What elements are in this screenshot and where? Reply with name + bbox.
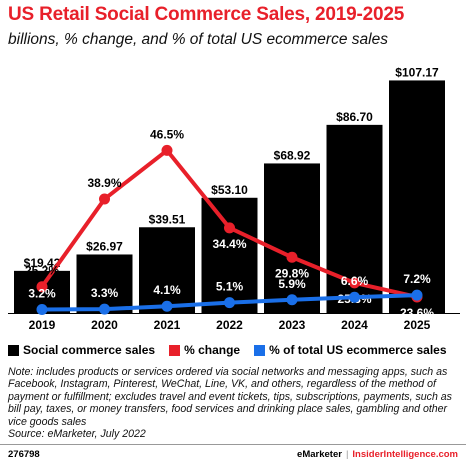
legend-label-sales: Social commerce sales — [23, 343, 156, 357]
legend-label-pct-total: % of total US ecommerce sales — [269, 343, 447, 357]
bar-2025 — [389, 80, 445, 313]
x-tick-2019: 2019 — [29, 318, 56, 332]
pct-total-point-2022 — [224, 297, 235, 309]
pct-total-label-2023: 5.9% — [278, 277, 306, 291]
pct-change-label-2025: 23.6% — [400, 306, 434, 320]
x-tick-2023: 2023 — [279, 318, 306, 332]
bar-label-2019: $19.42 — [24, 256, 61, 270]
bar-2023 — [264, 163, 320, 313]
legend-swatch-pct-change — [169, 344, 181, 356]
pct-total-label-2025: 7.2% — [403, 272, 431, 286]
note-source: Source: eMarketer, July 2022 — [8, 428, 146, 441]
pct-total-point-2020 — [99, 303, 110, 315]
pct-change-point-2022 — [224, 222, 235, 234]
note-text: Note: includes products or services orde… — [8, 366, 452, 428]
bar-label-2023: $68.92 — [274, 148, 311, 162]
pct-change-label-2019: 25.2% — [25, 264, 59, 278]
brand-separator: | — [345, 449, 349, 460]
pct-change-label-2021: 46.5% — [150, 127, 184, 141]
pct-total-label-2020: 3.3% — [91, 286, 119, 300]
pct-change-label-2020: 38.9% — [87, 176, 121, 190]
bar-label-2022: $53.10 — [211, 183, 248, 197]
pct-total-label-2019: 3.2% — [28, 286, 56, 300]
footer: 276798 eMarketer | InsiderIntelligence.com — [0, 444, 466, 466]
chart-legend: Social commerce sales % change % of tota… — [8, 341, 463, 359]
brand-emarketer: eMarketer — [297, 449, 342, 460]
pct-change-point-2023 — [286, 251, 298, 263]
legend-item-pct-change: % change — [169, 343, 240, 357]
footer-brand: eMarketer | InsiderIntelligence.com — [297, 449, 458, 460]
chart-title: US Retail Social Commerce Sales, 2019-20… — [8, 4, 405, 25]
bar-2021 — [139, 227, 195, 313]
x-tick-2022: 2022 — [216, 318, 243, 332]
legend-label-pct-change: % change — [184, 343, 241, 357]
legend-item-pct-total: % of total US ecommerce sales — [254, 343, 447, 357]
legend-item-sales: Social commerce sales — [8, 343, 155, 357]
bar-label-2024: $86.70 — [336, 110, 373, 124]
bar-2020 — [76, 254, 133, 313]
brand-site-link[interactable]: InsiderIntelligence.com — [352, 449, 458, 460]
pct-change-point-2019 — [36, 281, 48, 293]
chart-subtitle: billions, % change, and % of total US ec… — [8, 31, 388, 48]
pct-total-label-2021: 4.1% — [153, 283, 181, 297]
pct-total-label-2024: 6.6% — [341, 274, 369, 288]
pct-total-label-2022: 5.1% — [216, 280, 244, 294]
pct-total-point-2019 — [36, 303, 48, 315]
x-tick-2020: 2020 — [91, 318, 118, 332]
bar-label-2021: $39.51 — [149, 212, 186, 226]
legend-swatch-sales — [8, 344, 19, 356]
bar-label-2020: $26.97 — [86, 239, 123, 253]
x-tick-2024: 2024 — [341, 318, 368, 332]
legend-swatch-pct-total — [254, 344, 266, 356]
pct-total-point-2025 — [411, 289, 423, 301]
x-tick-2025: 2025 — [404, 318, 431, 332]
pct-total-point-2024 — [349, 291, 360, 303]
pct-change-point-2020 — [99, 193, 110, 205]
chart-note: Note: includes products or services orde… — [8, 366, 460, 440]
pct-change-point-2021 — [161, 144, 173, 156]
pct-total-point-2023 — [286, 294, 298, 306]
chart-plot: $19.42 $26.97 $39.51 $53.10 $68.92 $86.70 $107… — [8, 65, 460, 332]
bar-2022 — [201, 197, 258, 313]
pct-change-label-2022: 34.4% — [212, 237, 246, 251]
pct-total-point-2021 — [161, 300, 173, 312]
x-tick-2021: 2021 — [154, 318, 181, 332]
pct-change-label-2023: 29.8% — [275, 266, 309, 280]
chart-id: 276798 — [8, 449, 40, 460]
bar-label-2025: $107.17 — [395, 65, 439, 79]
pct-change-point-2024 — [349, 277, 360, 289]
